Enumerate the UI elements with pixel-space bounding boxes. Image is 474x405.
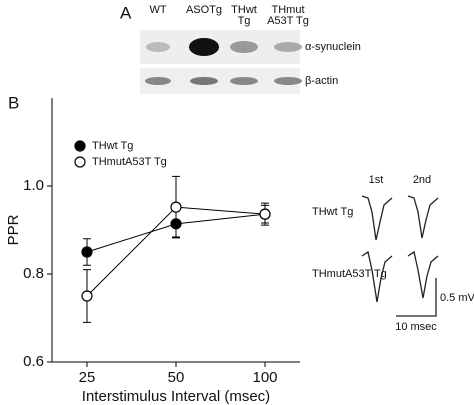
y-axis-label: PPR [5, 214, 22, 245]
band [230, 41, 258, 53]
panel-label: B [8, 93, 19, 112]
lane-label: WT [149, 4, 166, 16]
band [274, 77, 302, 85]
x-axis-label: Interstimulus Interval (msec) [82, 388, 270, 405]
scale-label: 10 msec [395, 321, 437, 333]
legend-label: THmutA53T Tg [92, 156, 167, 168]
y-tick-label: 0.6 [23, 353, 44, 370]
marker [259, 208, 271, 220]
traces [361, 195, 439, 317]
marker [81, 246, 93, 258]
x-tick-label: 50 [168, 369, 185, 386]
band [190, 77, 218, 85]
marker [81, 290, 93, 302]
x-tick-label: 100 [252, 369, 277, 386]
marker [170, 201, 182, 213]
row-label: α-synuclein [305, 41, 361, 53]
lane-label: ASOTg [186, 4, 222, 16]
trace-label: THwt Tg [312, 206, 353, 218]
lane-label: THmut [272, 4, 305, 16]
legend-marker [74, 140, 86, 152]
band [145, 77, 171, 85]
legend-marker [74, 156, 86, 168]
panel-label: A [120, 3, 132, 22]
trace-label: 2nd [413, 174, 431, 186]
lane-label: Tg [238, 15, 251, 27]
lane-label: A53T Tg [267, 15, 309, 27]
trace-label: THmutA53T Tg [312, 268, 387, 280]
y-tick-label: 1.0 [23, 177, 44, 194]
y-tick-label: 0.8 [23, 265, 44, 282]
scale-label: 0.5 mV [440, 292, 474, 304]
band [189, 38, 219, 56]
lane-label: THwt [231, 4, 257, 16]
row-label: β-actin [305, 75, 338, 87]
trace-label: 1st [369, 174, 384, 186]
x-tick-label: 25 [79, 369, 96, 386]
band [146, 42, 170, 52]
legend-label: THwt Tg [92, 140, 133, 152]
band [230, 77, 258, 85]
band [274, 42, 302, 52]
